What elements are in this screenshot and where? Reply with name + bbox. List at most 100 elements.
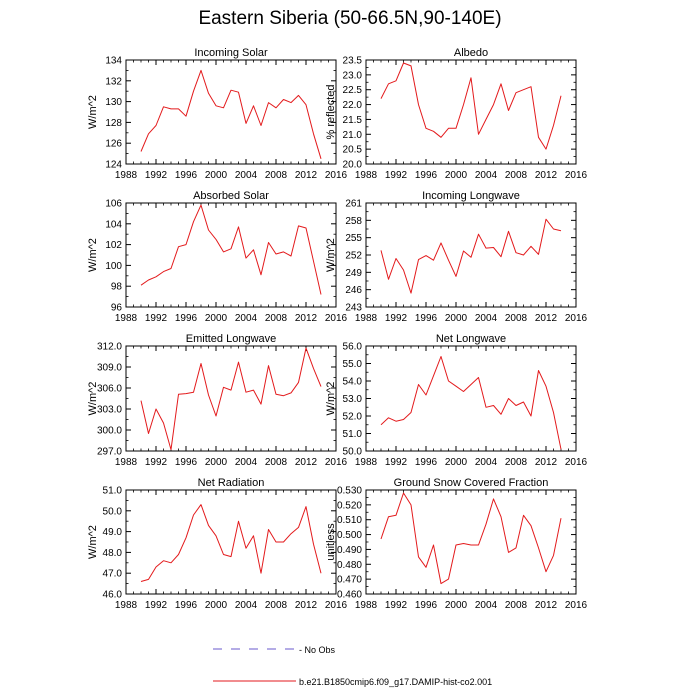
panel-6-ytick-label: 55.0 xyxy=(343,359,363,370)
panel-1-ytick-label: 124 xyxy=(105,160,122,171)
panel-5-ytick-label: 312.0 xyxy=(97,342,122,353)
panel-7-xtick-label: 2012 xyxy=(295,600,318,611)
panel-3-xtick-label: 1988 xyxy=(115,313,138,324)
panel-1-ytick-label: 128 xyxy=(105,118,122,129)
panel-3-ytick-label: 96 xyxy=(111,303,123,314)
panel-4-ytick-label: 243 xyxy=(345,303,362,314)
panel-6-xtick-label: 2000 xyxy=(445,457,468,468)
panel-5-xtick-label: 1996 xyxy=(175,457,198,468)
panel-8-ylabel: unitless xyxy=(325,523,337,561)
panel-4-xtick-label: 1992 xyxy=(385,313,408,324)
panel-4-xtick-label: 2012 xyxy=(535,313,558,324)
panel-3-ylabel: W/m^2 xyxy=(87,238,99,272)
panel-4-xtick-label: 2000 xyxy=(445,313,468,324)
panel-3-xtick-label: 1992 xyxy=(145,313,168,324)
panel-6-xtick-label: 1988 xyxy=(355,457,378,468)
panel-7-xtick-label: 1988 xyxy=(115,600,138,611)
panel-3-title: Absorbed Solar xyxy=(193,190,269,202)
panel-2-ytick-label: 20.0 xyxy=(343,160,363,171)
panel-2-series-line xyxy=(380,62,562,150)
panel-1-xtick-label: 1988 xyxy=(115,170,138,181)
panel-8-ytick-label: 0.470 xyxy=(337,575,362,586)
panel-4-plot-frame xyxy=(365,202,577,308)
panel-5-ytick-label: 309.0 xyxy=(97,363,122,374)
panel-6-xtick-label: 1996 xyxy=(415,457,438,468)
panel-1-ytick-label: 130 xyxy=(105,97,122,108)
panel-4-ytick-label: 249 xyxy=(345,268,362,279)
panel-1-xtick-label: 1992 xyxy=(145,170,168,181)
panel-6-ytick-label: 53.0 xyxy=(343,394,363,405)
panel-1-plot-frame xyxy=(125,59,337,165)
panel-3-xtick-label: 2012 xyxy=(295,313,318,324)
panel-7-xtick-label: 2008 xyxy=(265,600,288,611)
panel-3-xtick-label: 2004 xyxy=(235,313,258,324)
panel-8-ytick-label: 0.500 xyxy=(337,530,362,541)
panel-2-xtick-label: 2012 xyxy=(535,170,558,181)
panel-8-ytick-label: 0.460 xyxy=(337,590,362,601)
panel-2-ytick-label: 23.5 xyxy=(343,56,363,67)
panel-8-series-line xyxy=(380,492,562,585)
legend-no-obs-label: - No Obs xyxy=(299,645,336,655)
panel-7-xtick-label: 1992 xyxy=(145,600,168,611)
panel-2-xtick-label: 1988 xyxy=(355,170,378,181)
panel-2-ytick-label: 22.0 xyxy=(343,100,363,111)
panel-3-ytick-label: 102 xyxy=(105,240,122,251)
page-title: Eastern Siberia (50-66.5N,90-140E) xyxy=(198,8,502,29)
panel-7-ylabel: W/m^2 xyxy=(87,525,99,559)
panel-5-ytick-label: 300.0 xyxy=(97,426,122,437)
panel-8-xtick-label: 1996 xyxy=(415,600,438,611)
panel-7-ytick-label: 49.0 xyxy=(103,527,123,538)
panel-8-ytick-label: 0.520 xyxy=(337,500,362,511)
panel-7-xtick-label: 1996 xyxy=(175,600,198,611)
panel-3-ytick-label: 98 xyxy=(111,282,123,293)
panel-4-title: Incoming Longwave xyxy=(422,190,520,202)
panel-1-ytick-label: 134 xyxy=(105,56,122,67)
panel-6-ytick-label: 52.0 xyxy=(343,412,363,423)
panel-3-xtick-label: 1996 xyxy=(175,313,198,324)
panel-1-xtick-label: 1996 xyxy=(175,170,198,181)
panel-2-ytick-label: 22.5 xyxy=(343,85,363,96)
panel-8-xtick-label: 2004 xyxy=(475,600,498,611)
panel-2-plot-frame xyxy=(365,59,577,165)
panel-3-xtick-label: 2016 xyxy=(325,313,348,324)
panel-6-plot-frame xyxy=(365,345,577,452)
panel-4-ytick-label: 258 xyxy=(345,216,362,227)
panel-5-xtick-label: 2016 xyxy=(325,457,348,468)
panel-5-xtick-label: 2012 xyxy=(295,457,318,468)
panel-6-xtick-label: 2016 xyxy=(565,457,588,468)
panel-1-title: Incoming Solar xyxy=(194,47,268,59)
panel-2-title: Albedo xyxy=(454,47,488,59)
panel-5-xtick-label: 2000 xyxy=(205,457,228,468)
panel-6-xtick-label: 2012 xyxy=(535,457,558,468)
panel-2-xtick-label: 1992 xyxy=(385,170,408,181)
panel-7-xtick-label: 2004 xyxy=(235,600,258,611)
panel-4-ytick-label: 255 xyxy=(345,233,362,244)
panel-3-series-line xyxy=(140,204,322,295)
panel-6-ylabel: W/m^2 xyxy=(325,382,337,416)
panel-3-ytick-label: 106 xyxy=(105,199,122,210)
panel-6-xtick-label: 2004 xyxy=(475,457,498,468)
panel-7-plot-frame xyxy=(125,489,337,595)
panel-2-ytick-label: 23.0 xyxy=(343,70,363,81)
panel-5-title: Emitted Longwave xyxy=(186,333,277,345)
panel-2-ytick-label: 21.5 xyxy=(343,115,363,126)
panel-1-xtick-label: 2000 xyxy=(205,170,228,181)
panel-2-xtick-label: 2000 xyxy=(445,170,468,181)
panel-6-xtick-label: 1992 xyxy=(385,457,408,468)
panel-7-ytick-label: 50.0 xyxy=(103,506,123,517)
panel-8-xtick-label: 2016 xyxy=(565,600,588,611)
panel-1-series-line xyxy=(140,69,322,159)
panel-5-ylabel: W/m^2 xyxy=(87,382,99,416)
panel-2-ylabel: % reflected xyxy=(325,84,337,139)
panel-3-xtick-label: 2000 xyxy=(205,313,228,324)
panel-5-ytick-label: 303.0 xyxy=(97,405,122,416)
panel-4-ylabel: W/m^2 xyxy=(325,238,337,272)
panel-6-title: Net Longwave xyxy=(436,333,506,345)
panel-5-ytick-label: 306.0 xyxy=(97,384,122,395)
panel-4-xtick-label: 2016 xyxy=(565,313,588,324)
panel-4-xtick-label: 2004 xyxy=(475,313,498,324)
legend-model-label: b.e21.B1850cmip6.f09_g17.DAMIP-hist-co2.… xyxy=(299,677,492,687)
panel-5-ytick-label: 297.0 xyxy=(97,447,122,458)
panel-6-xtick-label: 2008 xyxy=(505,457,528,468)
